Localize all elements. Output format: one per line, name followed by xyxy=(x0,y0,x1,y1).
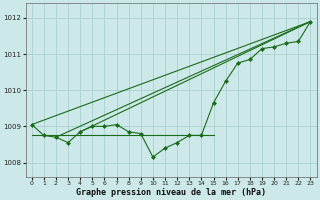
X-axis label: Graphe pression niveau de la mer (hPa): Graphe pression niveau de la mer (hPa) xyxy=(76,188,266,197)
